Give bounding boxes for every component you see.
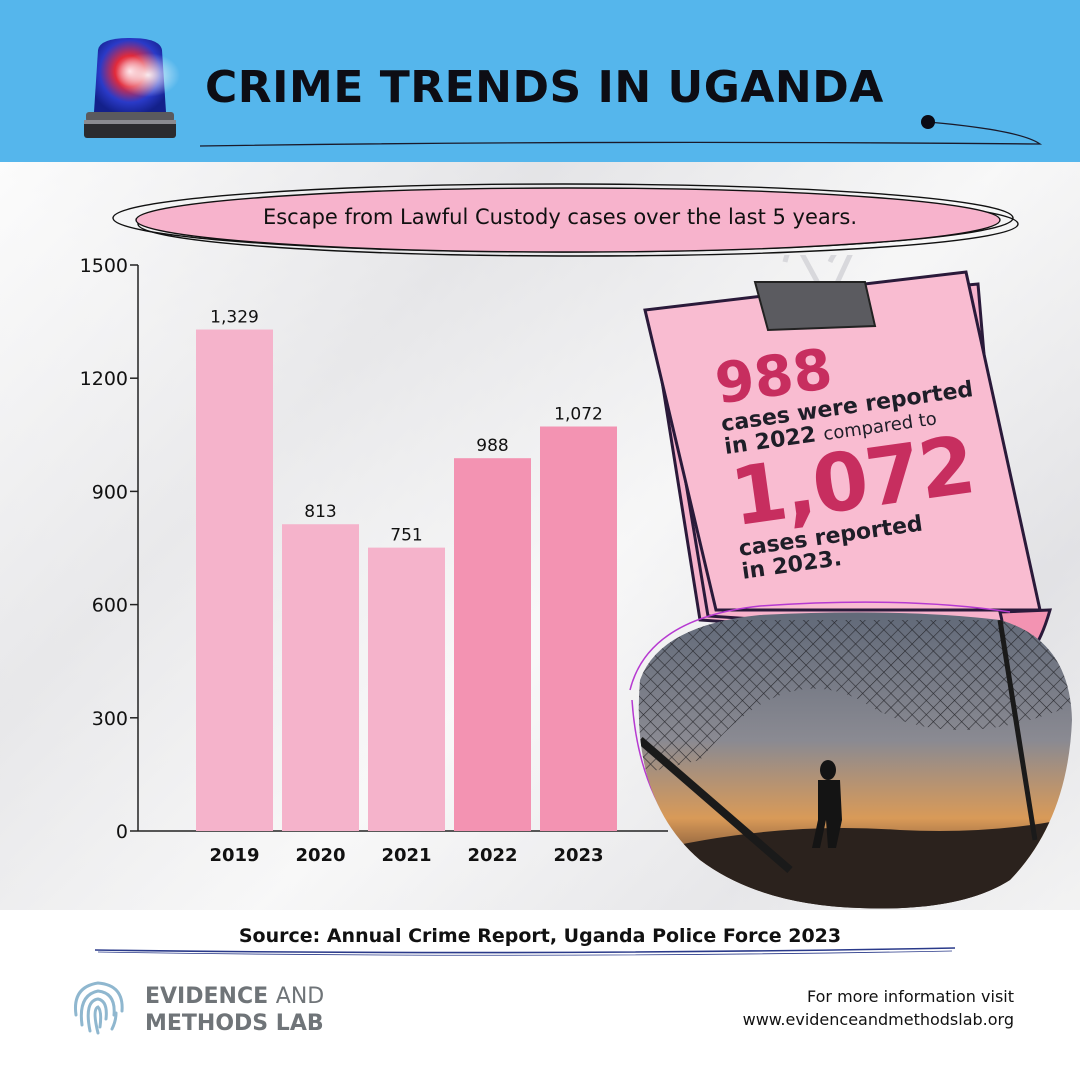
more-info-label: For more information visit (806, 987, 1014, 1006)
y-tick-label: 0 (116, 821, 128, 843)
bar-value-label: 751 (390, 526, 422, 546)
header-decoration-line (199, 115, 1043, 147)
y-tick-label: 900 (92, 481, 128, 503)
note-text: 988 cases were reported in 2022 compared… (711, 313, 1061, 585)
source-citation: Source: Annual Crime Report, Uganda Poli… (238, 925, 842, 947)
siren-icon (84, 38, 180, 138)
y-tick-label: 1200 (80, 368, 128, 390)
fingerprint-logo-icon (73, 981, 124, 1035)
logo-word-and: AND (275, 984, 325, 1009)
bar-value-label: 1,072 (554, 404, 603, 424)
binder-clip-icon (753, 255, 877, 332)
logo-text: EVIDENCE AND METHODS LAB (145, 983, 324, 1037)
x-tick-label: 2022 (467, 845, 517, 866)
logo-word-methods-lab: METHODS LAB (145, 1011, 324, 1036)
bar-value-label: 813 (304, 502, 336, 522)
y-tick-label: 300 (92, 708, 128, 730)
bar-value-label: 988 (476, 436, 508, 456)
source-underline (94, 947, 956, 956)
y-tick-label: 1500 (80, 255, 128, 277)
chart-subtitle: Escape from Lawful Custody cases over th… (262, 205, 858, 229)
bar-chart: 0 300 600 900 1200 1500 1,329 2019 813 2020 751 202… (80, 255, 668, 866)
logo-word-evidence: EVIDENCE (145, 984, 269, 1009)
header-banner: CRIME TRENDS IN UGANDA (0, 0, 1080, 162)
bar-2020 (282, 524, 359, 831)
more-info: For more information visit www.evidencea… (743, 985, 1014, 1031)
x-tick-label: 2021 (381, 845, 431, 866)
escape-photo (629, 601, 1072, 909)
bar-2023 (540, 426, 617, 831)
subtitle-pill (112, 183, 1019, 257)
bar-2022 (454, 458, 531, 831)
bar-value-label: 1,329 (210, 308, 259, 328)
x-tick-label: 2019 (209, 845, 259, 866)
y-tick-label: 600 (92, 595, 128, 617)
x-tick-label: 2020 (295, 845, 345, 866)
website-link[interactable]: www.evidenceandmethodslab.org (742, 1010, 1014, 1029)
bar-2019 (196, 329, 273, 831)
page-title: CRIME TRENDS IN UGANDA (205, 62, 884, 113)
bar-2021 (368, 547, 445, 831)
x-tick-label: 2023 (553, 845, 603, 866)
